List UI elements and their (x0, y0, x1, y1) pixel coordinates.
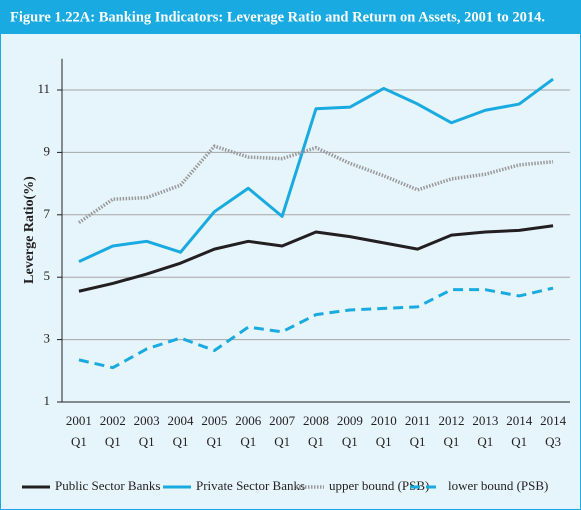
x-tick-label: 2003 (134, 413, 160, 428)
title-bar (0, 0, 581, 34)
legend-label: lower bound (PSB) (448, 478, 548, 493)
x-tick-label: 2006 (235, 413, 262, 428)
x-tick-label: 2010 (371, 413, 397, 428)
x-tick-label: 2001 (66, 413, 92, 428)
y-tick-label: 9 (44, 143, 51, 158)
y-tick-label: 1 (44, 393, 51, 408)
x-tick-label: 2014 (506, 413, 533, 428)
x-tick-label: 2009 (337, 413, 363, 428)
x-tick-label: Q1 (410, 434, 426, 449)
y-tick-label: 5 (44, 268, 51, 283)
y-tick-label: 7 (44, 206, 51, 221)
x-tick-label: 2004 (168, 413, 195, 428)
x-tick-label: Q3 (545, 434, 561, 449)
x-tick-label: Q1 (511, 434, 527, 449)
series-line (78, 286, 554, 370)
x-tick-label: 2013 (472, 413, 498, 428)
x-tick-label: 2005 (201, 413, 227, 428)
x-tick-label: Q1 (71, 434, 87, 449)
legend-label: upper bound (PSB) (329, 478, 429, 493)
x-tick-label: 2014 (540, 413, 567, 428)
x-tick-label: Q1 (308, 434, 324, 449)
x-tick-label: 2002 (100, 413, 126, 428)
x-tick-label: Q1 (173, 434, 189, 449)
chart-title: Figure 1.22A: Banking Indicators: Levera… (10, 9, 545, 25)
x-tick-label: Q1 (477, 434, 493, 449)
x-tick-label: Q1 (240, 434, 256, 449)
series-line (78, 224, 554, 293)
x-tick-label: 2008 (303, 413, 329, 428)
x-tick-label: Q1 (342, 434, 358, 449)
series-line (78, 77, 554, 263)
legend-label: Public Sector Banks (55, 478, 160, 493)
x-tick-label: 2007 (269, 413, 296, 428)
x-tick-label: 2011 (405, 413, 431, 428)
y-axis-label: Leverge Ratio(%) (22, 176, 37, 284)
x-tick-label: Q1 (444, 434, 460, 449)
y-tick-label: 11 (37, 81, 50, 96)
x-tick-label: 2012 (438, 413, 464, 428)
x-tick-label: Q1 (274, 434, 290, 449)
x-tick-label: Q1 (105, 434, 121, 449)
x-tick-label: Q1 (139, 434, 155, 449)
series-line (77, 144, 554, 225)
y-tick-label: 3 (44, 331, 51, 346)
x-tick-label: Q1 (376, 434, 392, 449)
legend-label: Private Sector Banks (196, 478, 305, 493)
x-tick-label: Q1 (206, 434, 222, 449)
